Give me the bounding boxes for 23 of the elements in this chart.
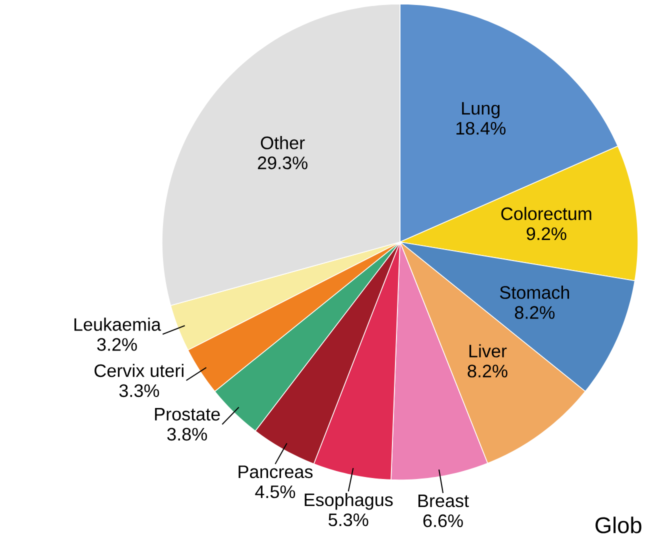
data-label: 29.3% — [258, 156, 308, 170]
slice-label: Pancreas — [238, 466, 313, 478]
slice-label: Prostate — [155, 408, 220, 421]
slice-label: Breast — [418, 494, 469, 508]
data-label: 18.4% — [456, 122, 506, 135]
slice-label: Colorectum — [501, 206, 592, 220]
data-label: 6.6% — [423, 514, 463, 528]
data-label: 9.2% — [526, 227, 566, 240]
data-label: 8.2% — [514, 306, 555, 319]
slice-label: Stomach — [500, 286, 570, 299]
data-label: 3.8% — [167, 428, 207, 441]
data-label: 5.3% — [328, 513, 368, 526]
text: Glob — [596, 516, 642, 534]
slice-label: Leukaemia — [74, 318, 162, 331]
data-label: 4.5% — [255, 485, 296, 498]
data-label: 3.3% — [119, 384, 160, 398]
data-label: 8.2% — [468, 364, 508, 378]
slice-label: Other — [260, 136, 305, 150]
slice-label: Esophagus — [304, 492, 393, 510]
data-label: 3.2% — [97, 338, 137, 351]
slice-label: Lung — [462, 102, 500, 118]
slice-label: Cervix uteri — [94, 364, 184, 378]
slice-label: Liver — [469, 344, 507, 358]
